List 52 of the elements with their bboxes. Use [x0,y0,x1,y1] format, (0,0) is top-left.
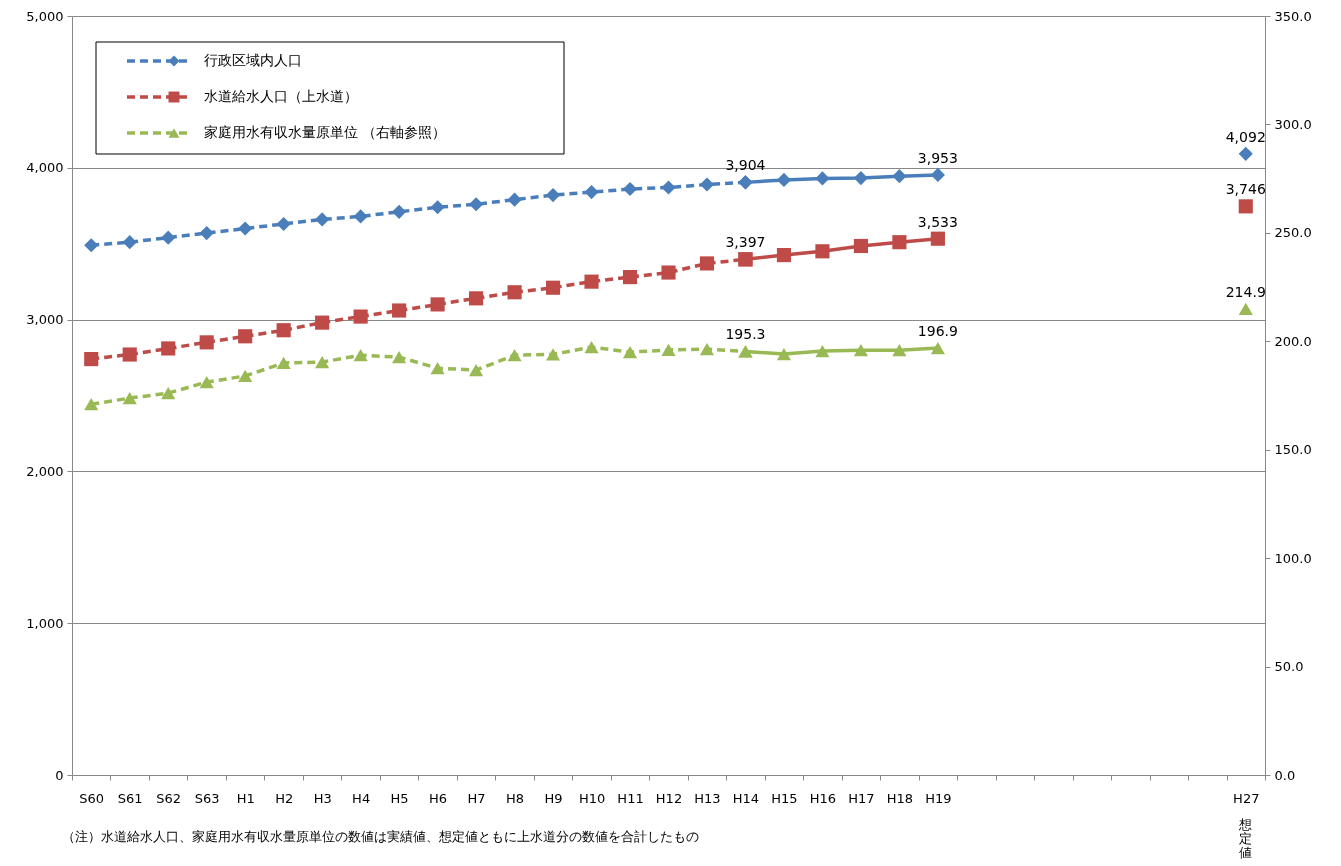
y-tick-label: 4,000 [26,160,64,176]
x-tick-label: H1 [236,790,255,806]
x-tick-label: H7 [467,790,486,806]
legend-label: 家庭用水有収水量原単位 （右軸参照） [204,124,447,140]
x-tick-label: H6 [429,790,448,806]
x-tick-label: H2 [275,790,294,806]
x-tick-label: H19 [925,790,952,806]
data-label: 3,533 [917,213,958,230]
data-label: 3,397 [725,234,766,251]
x-tick-label: H13 [694,790,721,806]
y-tick-label: 1,000 [26,615,64,631]
y2-tick-label: 100.0 [1274,550,1312,566]
y2-tick-label: 200.0 [1274,333,1312,349]
x-tick-label: H17 [848,790,875,806]
y-tick-label: 0 [55,767,64,783]
data-label: 214.9 [1225,283,1266,300]
data-label: 3,746 [1225,181,1266,198]
data-label: 4,092 [1225,128,1266,145]
x-tick-label: H3 [313,790,332,806]
x-tick-label: H12 [655,790,683,806]
y2-tick-label: 50.0 [1274,659,1304,675]
x-tick-label: H14 [732,790,760,806]
legend-label: 水道給水人口（上水道） [204,88,358,104]
x-tick-label: S60 [79,790,105,806]
y2-tick-label: 150.0 [1274,442,1312,458]
data-label: 3,953 [917,149,958,166]
x-tick-label: S63 [194,790,220,806]
data-label: 3,904 [725,157,766,174]
x-tick-label: H15 [771,790,798,806]
y-tick-label: 3,000 [26,312,64,328]
x-tick-label: H11 [617,790,644,806]
data-label: 196.9 [917,323,958,340]
y2-tick-label: 250.0 [1274,225,1312,241]
x-tick-label: S62 [156,790,182,806]
x-tick-label: H5 [390,790,409,806]
y-tick-label: 2,000 [26,463,64,479]
x-tick-label: H27 [1233,790,1260,806]
legend-label: 行政区域内人口 [204,52,302,68]
x-tick-label: S61 [117,790,143,806]
text: （注）水道給水人口、家庭用水有収水量原単位の数値は実績値、想定値ともに上水道分の数値を合計したもの [62,829,699,844]
data-label: 195.3 [725,326,766,343]
x-tick-label: H4 [352,790,371,806]
y2-tick-label: 300.0 [1274,116,1312,132]
x-tick-label: H9 [544,790,563,806]
y2-tick-label: 0.0 [1274,767,1296,783]
x-tick-label: H8 [506,790,525,806]
y-tick-label: 5,000 [26,8,64,24]
text: 想定値 [1238,817,1253,860]
x-tick-label: H16 [809,790,837,806]
x-tick-label: H10 [578,790,606,806]
x-tick-label: H18 [886,790,914,806]
y2-tick-label: 350.0 [1274,8,1312,24]
